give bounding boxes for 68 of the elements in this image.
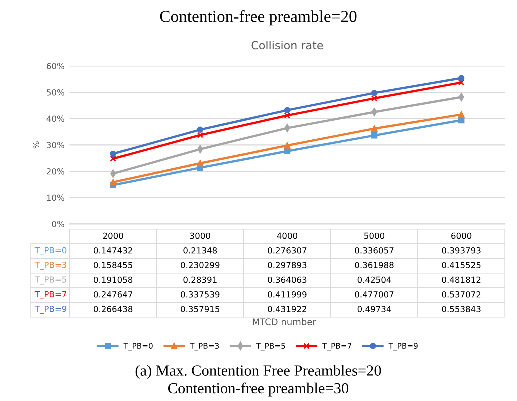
data-label: 0.415525 (442, 262, 481, 268)
data-label: 0.42504 (358, 276, 392, 284)
data-label: 0.276307 (268, 247, 307, 254)
y-tick-label: 20% (47, 168, 64, 175)
point (458, 93, 464, 102)
text: T_PB=9 (34, 306, 67, 314)
data-label: 0.247647 (94, 291, 132, 298)
point (284, 112, 291, 119)
point (110, 156, 116, 162)
data-label: 0.158455 (94, 262, 132, 268)
y-tick-label: 0% (52, 221, 64, 228)
y-tick-label: 60% (46, 63, 64, 70)
text: T_PB=7 (34, 291, 66, 300)
data-label: 0.361988 (355, 262, 394, 268)
point (458, 112, 465, 118)
point (110, 150, 116, 158)
data-label: 0.266438 (94, 306, 133, 312)
point (371, 95, 378, 102)
point (458, 75, 465, 82)
data-label: 0.147432 (94, 247, 132, 254)
point (284, 142, 291, 149)
point (110, 170, 116, 178)
data-label: 0.393793 (442, 247, 481, 254)
data-label: 0.49734 (358, 306, 392, 312)
point (371, 126, 378, 132)
data-label: 0.230299 (181, 262, 220, 268)
point (197, 160, 204, 167)
data-label: 0.477007 (355, 291, 394, 298)
x-tick-label: 6000 (452, 232, 472, 240)
data-label: 0.537072 (442, 291, 481, 298)
data-label: 0.357915 (181, 306, 220, 312)
x-tick-label: 4000 (277, 232, 298, 240)
data-label: 0.191058 (94, 276, 133, 284)
data-label: 0.411999 (268, 291, 307, 298)
x-tick-label: 2000 (103, 232, 124, 240)
data-label: 0.481812 (442, 276, 481, 284)
data-label: 0.364063 (268, 276, 307, 284)
point (110, 179, 116, 186)
text: T_PB=5 (34, 276, 66, 285)
point (197, 132, 204, 138)
x-tick-label: 5000 (364, 232, 385, 240)
chart-title: Contention-free preamble=20 (160, 10, 357, 26)
point (284, 124, 290, 132)
data-label: 0.21348 (184, 247, 218, 254)
y-tick-label: 10% (47, 194, 64, 202)
text: (a) Max. Contention Free Preambles=20 (136, 365, 382, 380)
y-tick-label: 50% (47, 89, 64, 96)
point (197, 126, 204, 134)
text: MTCD number (253, 318, 316, 326)
point (372, 108, 378, 116)
y-tick-label: 40% (46, 116, 64, 122)
point (458, 80, 465, 86)
y-tick-label: 30% (47, 142, 64, 148)
y-axis-title: % (32, 142, 40, 149)
text: T_PB=3 (34, 262, 67, 270)
x-tick-label: 3000 (190, 232, 210, 240)
data-label: 0.336057 (355, 247, 394, 254)
data-label: 0.553843 (442, 306, 481, 312)
data-label: 0.337539 (181, 291, 220, 298)
point (284, 107, 291, 114)
point (371, 132, 378, 139)
data-label: 0.431922 (268, 306, 306, 312)
data-label: 0.297893 (268, 262, 307, 268)
data-label: 0.28391 (184, 276, 217, 284)
point (371, 90, 378, 96)
chart-subtitle: Collision rate (252, 41, 324, 50)
text: Contention-free preamble=30 (168, 382, 349, 397)
text: T_PB=0 (34, 247, 67, 256)
